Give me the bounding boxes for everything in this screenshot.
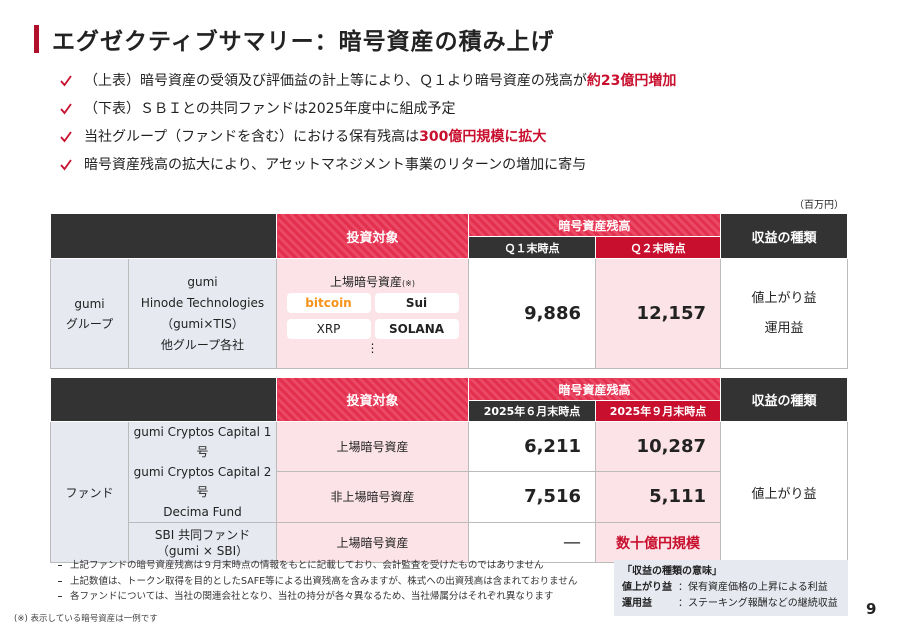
text: （gumi×TIS） [161,316,244,331]
value: — [468,522,596,563]
asset: 非上場暗号資産 [276,470,469,524]
cell [50,213,277,259]
text: Hinode Technologies [140,295,265,310]
logo: XRP [286,319,371,339]
page-number: 9 [866,600,877,618]
dash [58,596,62,597]
check-icon [60,103,72,115]
dash [58,565,62,566]
check-icon [60,75,72,87]
asset: 上場暗号資産 [276,421,469,472]
header: 2025年９月末時点 [594,400,722,422]
note-text: 上記数値は、トークン取得を目的としたSAFE等による出資残高を含みますが、株式へ… [70,575,578,587]
header: Ｑ１末時点 [468,236,596,259]
logo: Sui [374,293,459,313]
header: 暗号資産残高 [467,377,722,401]
value: 6,211 [468,421,596,472]
bullet: （上表）暗号資産の受領及び評価益の計上等により、Ｑ１より暗号資産の残高が約23億… [60,70,676,90]
note: (※) [402,279,415,288]
logo: SOLANA [374,319,459,339]
footnote: (※) 表示している暗号資産は一例です [14,614,158,624]
bullet-text: （上表）暗号資産の受領及び評価益の計上等により、Ｑ１より暗号資産の残高が [84,73,587,89]
entities: gumi Cryptos Capital 1号 gumi Cryptos Capi… [128,421,277,523]
revenue: 値上がり益 運用益 [720,258,849,369]
text: SBI 共同ファンド [154,527,251,542]
text: gumi Cryptos Capital 1号 [133,425,272,459]
cell [50,377,277,422]
group: ファンド [50,421,129,563]
text: gumi Cryptos Capital 2号 [133,465,272,499]
header: 暗号資産残高 [467,213,722,237]
logo: bitcoin [286,293,371,313]
notes: 上記ファンドの暗号資産残高は９月末時点の情報をもとに記載しており、会計監査を受け… [58,558,577,605]
value: 数十億円規模 [594,522,722,563]
bullet-text: （下表）ＳＢＩとの共同ファンドは2025年度中に組成予定 [84,101,456,117]
note-text: 上記ファンドの暗号資産残高は９月末時点の情報をもとに記載しており、会計監査を受け… [70,560,544,571]
title: エグゼクティブサマリー：暗号資産の積み上げ [52,29,555,55]
bullet: 当社グループ（ファンドを含む）における保有残高は300億円規模に拡大 [60,126,546,146]
value: 5,111 [594,470,722,524]
value: 9,886 [468,258,596,369]
bullet-text: 暗号資産残高の拡大により、アセットマネジメント事業のリターンの増加に寄与 [84,157,587,173]
header: 収益の種類 [720,377,849,422]
entities: gumi Hinode Technologies （gumi×TIS） 他グループ各社 [128,258,277,369]
desc: ：保有資産価格の上昇による利益 [678,582,828,593]
desc: ：ステーキング報酬などの継続収益 [678,598,838,609]
value: 7,516 [468,470,596,524]
value: 12,157 [594,258,722,369]
header: Ｑ２末時点 [594,236,722,259]
legend-item: 運用益 ：ステーキング報酬などの継続収益 [622,596,840,612]
text: 運用益 [764,320,804,336]
check-icon [60,159,72,171]
legend-box: 「収益の種類の意味」 値上がり益 ：保有資産価格の上昇による利益運用益 ：ステーキング… [614,560,848,616]
header: 投資対象 [276,377,469,422]
emphasis: 約23億円増加 [586,73,677,89]
text: 他グループ各社 [160,337,245,352]
entity: SBI 共同ファンド （gumi × SBI） [128,522,277,563]
text: （gumi × SBI） [156,543,249,558]
title-bar [34,25,39,53]
legend-title: 「収益の種類の意味」 [622,566,722,577]
text: gumi [74,296,105,311]
note: 各ファンドについては、当社の関連会社となり、当社の持分が各々異なるため、当社帰属… [58,589,577,605]
text: Decima Fund [163,505,242,519]
emphasis: 300億円規模に拡大 [419,129,547,145]
dash [58,580,62,582]
legend-items: 値上がり益 ：保有資産価格の上昇による利益運用益 ：ステーキング報酬などの継続収益 [622,580,840,612]
bullet: 暗号資産残高の拡大により、アセットマネジメント事業のリターンの増加に寄与 [60,154,586,174]
text: gumi [187,274,218,289]
note: 上記ファンドの暗号資産残高は９月末時点の情報をもとに記載しており、会計監査を受け… [58,558,577,574]
unit: （百万円） [794,200,844,211]
value: 10,287 [594,421,722,472]
bullet: （下表）ＳＢＩとの共同ファンドは2025年度中に組成予定 [60,98,456,118]
bullet-text: 当社グループ（ファンドを含む）における保有残高は [84,129,420,145]
header: 投資対象 [276,213,469,259]
text: グループ [65,316,114,331]
term: 運用益 [622,598,652,609]
text: ⋮ [366,341,379,355]
table-2: 投資対象 暗号資産残高 収益の種類 2025年６月末時点 2025年９月末時点 ファン… [50,377,849,563]
check-icon [60,131,72,143]
text: 値上がり益 [751,290,817,306]
asset: 上場暗号資産 [276,522,469,563]
revenue: 値上がり益 [720,421,849,563]
group: gumi グループ [50,258,129,369]
header: 2025年６月末時点 [468,400,596,422]
table-1: 投資対象 暗号資産残高 収益の種類 Ｑ１末時点 Ｑ２末時点 gumi グループ gumi… [50,213,849,369]
text: 上場暗号資産 [330,275,403,289]
header: 収益の種類 [720,213,849,259]
term: 値上がり益 [622,582,672,593]
assets: 上場暗号資産(※) bitcoin Sui XRP SOLANA ⋮ [276,258,469,369]
note: 上記数値は、トークン取得を目的としたSAFE等による出資残高を含みますが、株式へ… [58,574,577,590]
legend-item: 値上がり益 ：保有資産価格の上昇による利益 [622,580,840,596]
note-text: 各ファンドについては、当社の関連会社となり、当社の持分が各々異なるため、当社帰属… [70,591,554,602]
